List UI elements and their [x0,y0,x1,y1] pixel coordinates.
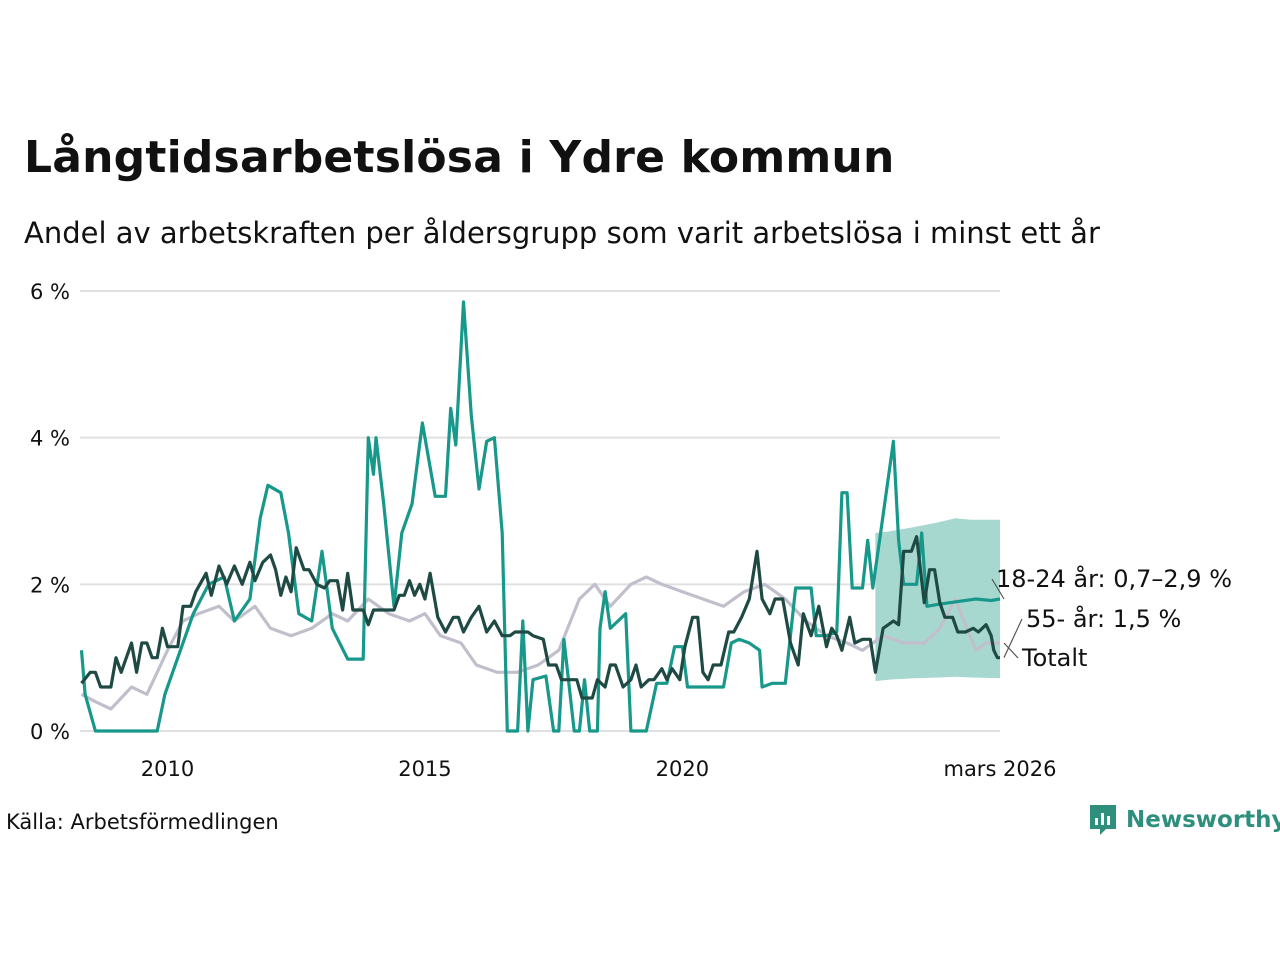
band-18-24 [875,518,1000,682]
chart-subtitle: Andel av arbetskraften per åldersgrupp s… [24,216,1100,250]
uncertainty-band-layer [875,518,1000,682]
y-tick-label: 2 % [30,573,70,597]
x-tick-label: mars 2026 [943,757,1056,781]
y-tick-label: 6 % [30,280,70,304]
chart-title: Långtidsarbetslösa i Ydre kommun [24,132,895,183]
series-end-label: Totalt [1021,644,1087,672]
series-end-label: 18-24 år: 0,7–2,9 % [996,564,1232,593]
source-note: Källa: Arbetsförmedlingen [6,810,279,834]
y-tick-label: 4 % [30,427,70,451]
x-axis-ticks: 2010 2015 2020 mars 2026 [141,757,1057,781]
grid-lines [80,290,1000,732]
newsworthy-logo: Newsworthy [1088,803,1280,837]
label-connector-0 [1003,642,1019,659]
y-tick-label: 0 % [30,720,70,744]
newsworthy-logo-text: Newsworthy [1126,807,1280,833]
x-tick-label: 2020 [656,757,709,781]
series-line-2 [80,535,1000,700]
end-labels: Totalt 18-24 år: 0,7–2,9 % 55- år: 1,5 % [991,564,1232,672]
newsworthy-logo-icon [1090,805,1116,835]
series-line-0 [80,575,1000,711]
label-connector-1 [991,578,1005,600]
series-line-1 [79,300,1001,733]
x-tick-label: 2015 [398,757,451,781]
series-end-label: 55- år: 1,5 % [1026,604,1181,633]
y-axis-ticks: 0 % 2 % 4 % 6 % [30,280,70,744]
series-layer [79,300,1001,733]
x-tick-label: 2010 [141,757,194,781]
label-connector-2 [1003,618,1023,658]
